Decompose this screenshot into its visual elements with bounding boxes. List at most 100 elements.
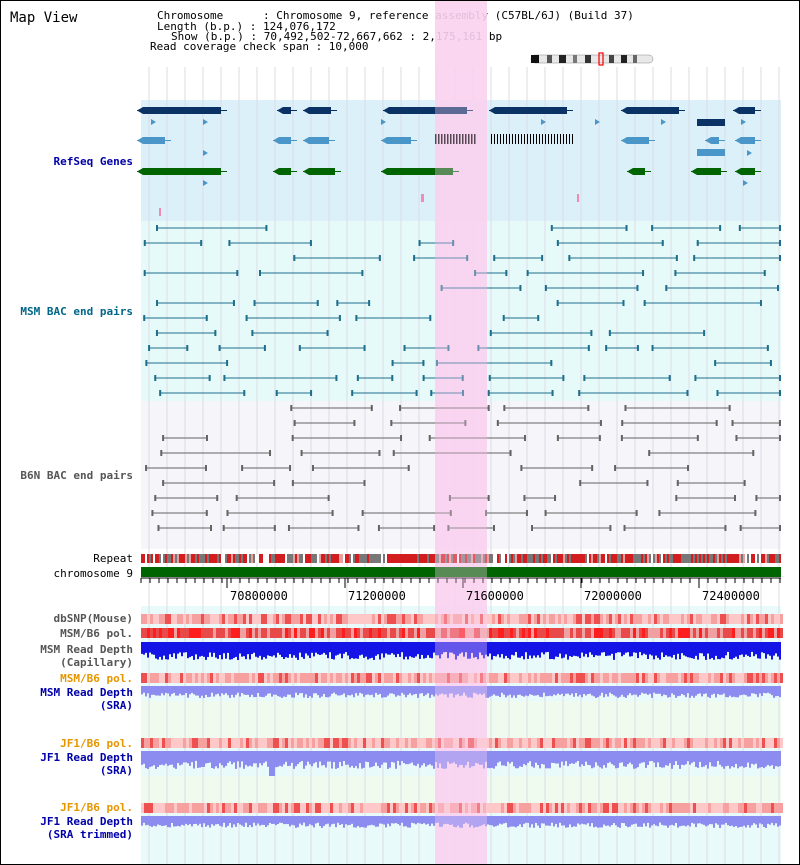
gene-exon bbox=[309, 107, 331, 114]
chromosome-ideogram[interactable] bbox=[529, 52, 657, 66]
msm-read-depth-capillary-bar bbox=[313, 642, 315, 657]
msm-b6-pol-heat-cell bbox=[249, 628, 252, 638]
jf1-b6-pol-trimmed-label: JF1/B6 pol. bbox=[60, 801, 133, 814]
jf1-b6-pol-trimmed-heat-cell bbox=[528, 803, 531, 813]
jf1-read-depth-trimmed-bar bbox=[531, 816, 533, 825]
jf1-read-depth-trimmed-bar bbox=[335, 816, 337, 828]
repeat-segment bbox=[479, 554, 481, 563]
msm-b6-pol-sra-heat-cell bbox=[525, 673, 528, 683]
msm-b6-pol-sra-heat-cell bbox=[660, 673, 663, 683]
repeat-segment bbox=[711, 554, 713, 563]
jf1-b6-pol-trimmed-heat-cell bbox=[258, 803, 261, 813]
b6n-bac-pair-end bbox=[687, 465, 690, 471]
repeat-segment bbox=[673, 554, 675, 563]
jf1-b6-pol-heat-cell bbox=[507, 738, 510, 748]
msm-read-depth-sra-bar bbox=[577, 686, 579, 697]
msm-read-depth-capillary-bar bbox=[623, 642, 625, 655]
msm-read-depth-capillary-bar bbox=[455, 642, 457, 660]
jf1-read-depth-trimmed-bar bbox=[415, 816, 417, 825]
gene-exon bbox=[143, 137, 165, 144]
b6n-bac-pair-end bbox=[162, 480, 165, 486]
msm-read-depth-sra-bar bbox=[371, 686, 373, 695]
msm-read-depth-capillary-bar bbox=[369, 642, 371, 659]
msm-b6-pol-sra-heat-cell bbox=[753, 673, 756, 683]
msm-read-depth-capillary-bar bbox=[689, 642, 691, 658]
dbsnp-heat-cell bbox=[417, 614, 420, 624]
repeat-segment bbox=[529, 554, 531, 563]
jf1-read-depth-sra-bar bbox=[423, 751, 425, 764]
repeat-segment bbox=[311, 554, 313, 563]
jf1-read-depth-sra-bar bbox=[777, 751, 779, 767]
msm-bac-pair-end bbox=[368, 300, 371, 306]
dbsnp-heat-cell bbox=[165, 614, 168, 624]
jf1-b6-pol-trimmed-heat-cell bbox=[207, 803, 210, 813]
repeat-segment bbox=[771, 554, 773, 563]
jf1-read-depth-trimmed-bar bbox=[533, 816, 535, 828]
dbsnp-heat-cell bbox=[486, 614, 489, 624]
b6n-bac-pair-end bbox=[523, 435, 526, 441]
jf1-b6-pol-trimmed-heat-cell bbox=[219, 803, 222, 813]
gene-small-arrow bbox=[203, 150, 208, 156]
jf1-b6-pol-trimmed-heat-cell bbox=[735, 803, 738, 813]
msm-b6-pol-sra-heat-cell bbox=[702, 673, 705, 683]
jf1-read-depth-sra-bar bbox=[703, 751, 705, 767]
gene-small-arrow bbox=[381, 119, 386, 125]
b6n-bac-pair-end bbox=[485, 510, 488, 516]
jf1-read-depth-trimmed-bar bbox=[411, 816, 413, 823]
msm-b6-pol-sra-heat-cell bbox=[645, 673, 648, 683]
repeat-segment bbox=[379, 554, 381, 563]
jf1-read-depth-trimmed-bar bbox=[747, 816, 749, 826]
jf1-read-depth-trimmed-bar bbox=[357, 816, 359, 826]
jf1-read-depth-sra-bar bbox=[719, 751, 721, 765]
dbsnp-heat-cell bbox=[228, 614, 231, 624]
b6n-bac-pair-end bbox=[675, 495, 678, 501]
jf1-b6-pol-heat-cell bbox=[537, 738, 540, 748]
msm-b6-pol-sra-heat-cell bbox=[636, 673, 639, 683]
msm-read-depth-capillary-bar bbox=[361, 642, 363, 655]
msm-read-depth-sra-bar bbox=[629, 686, 631, 694]
jf1-read-depth-trimmed-bar bbox=[455, 816, 457, 828]
jf1-read-depth-trimmed-bar bbox=[633, 816, 635, 825]
jf1-read-depth-sra-bar bbox=[439, 751, 441, 764]
msm-read-depth-sra-bar bbox=[211, 686, 213, 693]
jf1-read-depth-sra-bar bbox=[759, 751, 761, 768]
jf1-b6-pol-trimmed-heat-cell bbox=[678, 803, 681, 813]
msm-b6-pol-heat-cell bbox=[528, 628, 531, 638]
msm-bac-pair-end bbox=[422, 360, 425, 366]
jf1-b6-pol-trimmed-heat-cell bbox=[465, 803, 468, 813]
jf1-read-depth-trimmed-bar bbox=[585, 816, 587, 825]
repeat-segment bbox=[525, 554, 527, 563]
dbsnp-heat-cell bbox=[285, 614, 288, 624]
repeat-segment bbox=[499, 554, 501, 563]
jf1-read-depth-sra-bar bbox=[467, 751, 469, 762]
msm-b6-pol-sra-heat-cell bbox=[777, 673, 780, 683]
msm-b6-pol-sra-label: MSM/B6 pol. bbox=[60, 672, 133, 685]
jf1-b6-pol-heat-cell bbox=[717, 738, 720, 748]
msm-b6-pol-sra-heat-cell bbox=[504, 673, 507, 683]
msm-b6-pol-sra-heat-cell bbox=[453, 673, 456, 683]
jf1-b6-pol-heat-cell bbox=[495, 738, 498, 748]
repeat-segment bbox=[165, 554, 167, 563]
jf1-b6-pol-heat-cell bbox=[774, 738, 777, 748]
gene-exon-tick bbox=[557, 134, 558, 144]
b6n-bac-pair-end bbox=[226, 510, 229, 516]
repeat-segment bbox=[511, 554, 513, 563]
b6n-bac-pair-end bbox=[269, 450, 272, 456]
msm-b6-pol-sra-heat-cell bbox=[471, 673, 474, 683]
gene-exon-tick bbox=[459, 134, 461, 144]
msm-read-depth-capillary-bar bbox=[167, 642, 169, 660]
msm-bac-pair-end bbox=[298, 345, 301, 351]
msm-read-depth-sra-bar bbox=[479, 686, 481, 694]
msm-b6-pol-heat-cell bbox=[558, 628, 561, 638]
b6n-bac-pair-end bbox=[735, 435, 738, 441]
jf1-read-depth-sra-bar bbox=[325, 751, 327, 768]
msm-b6-pol-heat-cell bbox=[774, 628, 777, 638]
repeat-segment bbox=[687, 554, 689, 563]
b6n-bac-pair-end bbox=[222, 525, 225, 531]
jf1-read-depth-trimmed-bar bbox=[751, 816, 753, 826]
jf1-read-depth-trimmed-bar bbox=[413, 816, 415, 824]
jf1-read-depth-trimmed-bar bbox=[231, 816, 233, 828]
jf1-b6-pol-heat-cell bbox=[672, 738, 675, 748]
msm-read-depth-sra-bar bbox=[667, 686, 669, 698]
